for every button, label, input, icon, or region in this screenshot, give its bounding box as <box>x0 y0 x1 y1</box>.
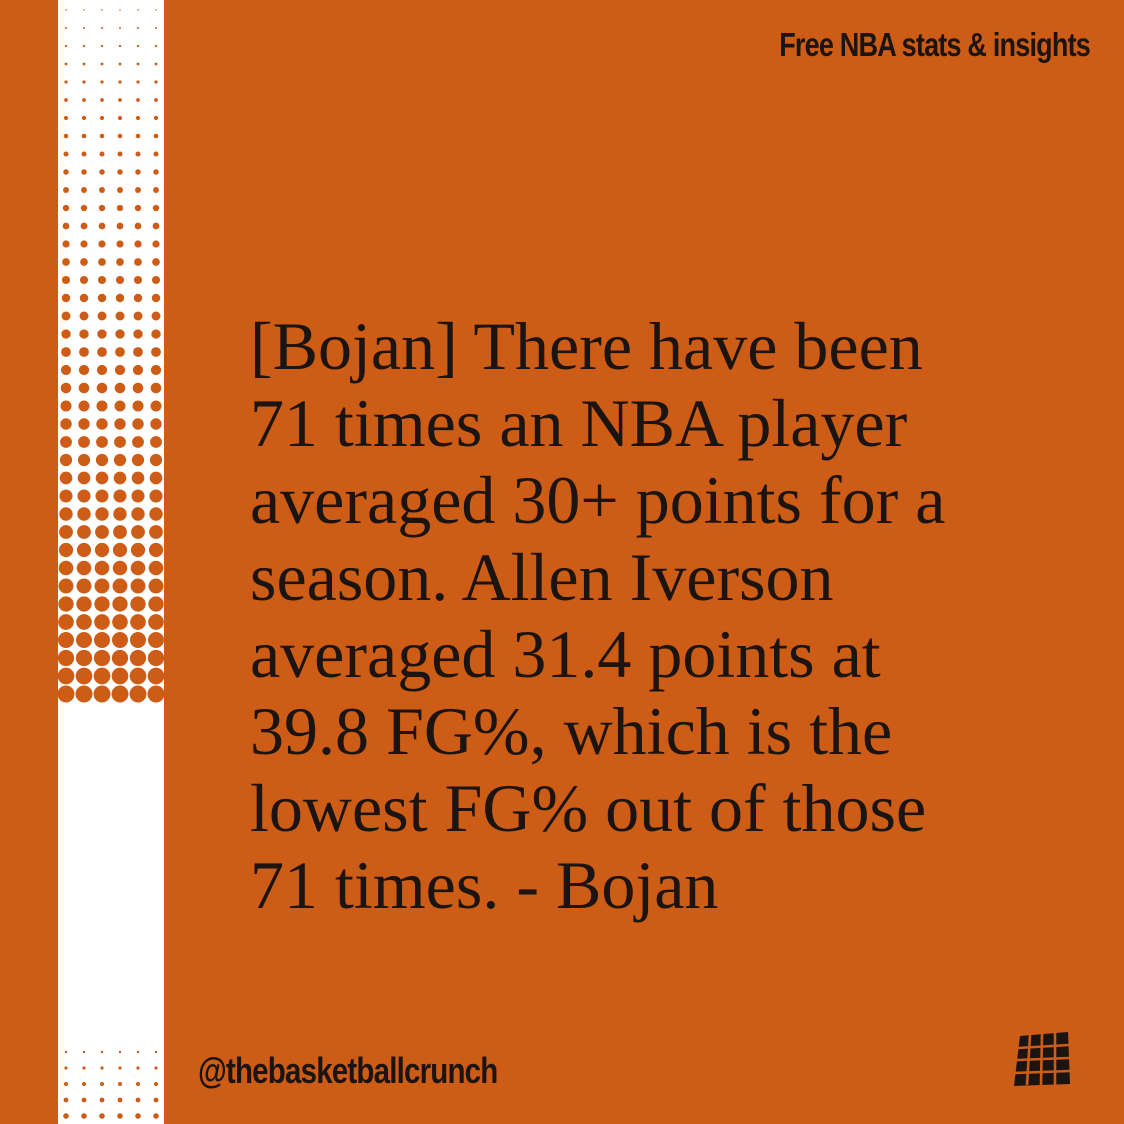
quote-text: [Bojan] There have been 71 times an NBA … <box>250 308 946 923</box>
tagline: Free NBA stats & insights <box>779 26 1091 63</box>
halftone-stripe <box>57 0 165 1124</box>
basketball-net-icon <box>1014 1032 1071 1086</box>
social-handle[interactable]: @thebasketballcrunch <box>198 1050 498 1091</box>
